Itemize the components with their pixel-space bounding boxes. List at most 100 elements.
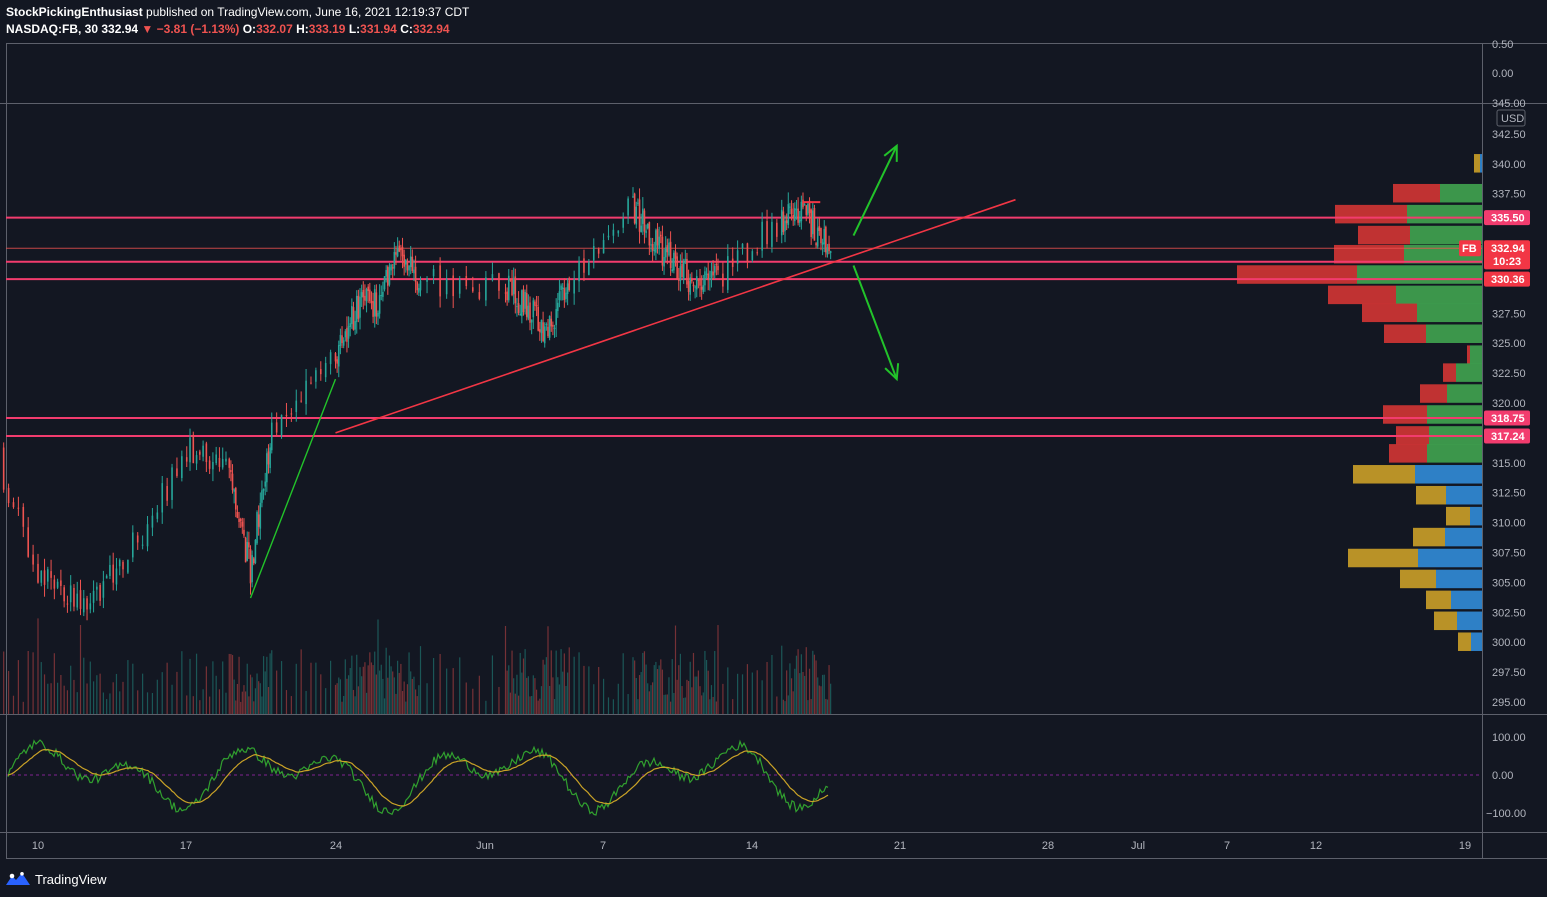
candle-body [687, 281, 690, 292]
candle-body [267, 451, 270, 465]
candle-body [766, 221, 768, 245]
level-price-label[interactable] [1484, 428, 1530, 444]
level-price-label[interactable] [1484, 271, 1530, 287]
volume-bar [382, 678, 384, 714]
candle-body [256, 512, 258, 544]
candle-body [257, 514, 260, 527]
candle-body [339, 334, 342, 347]
candle-body [300, 400, 302, 402]
symbol-label[interactable]: NASDAQ:FB, 30 [6, 22, 99, 36]
candle-body [666, 245, 669, 253]
candle-body [212, 462, 214, 470]
candle-body [395, 252, 397, 255]
volume-bar [12, 695, 15, 714]
volume-profile-down-bar [1335, 204, 1407, 224]
currency-unit-box[interactable] [1496, 109, 1526, 127]
volume-bar [668, 677, 670, 714]
candle-body [645, 230, 647, 234]
volume-bar [411, 678, 413, 714]
candle-body [439, 265, 441, 297]
volume-profile-up-bar [1451, 590, 1482, 610]
volume-bar [701, 695, 703, 714]
volume-bar [498, 686, 500, 714]
author-name[interactable]: StockPickingEnthusiast [6, 5, 143, 19]
volume-bar [800, 654, 802, 714]
candle-body [656, 229, 659, 246]
time-tick-label: 10 [32, 840, 44, 852]
last-price-label[interactable] [1484, 240, 1530, 270]
volume-bar [527, 676, 529, 714]
volume-bar [660, 659, 662, 714]
arrow-down-line[interactable] [852, 265, 898, 380]
trend-line[interactable] [335, 198, 1016, 434]
volume-bar [761, 680, 763, 714]
volume-bar [810, 699, 812, 714]
symbol-price-tag[interactable] [1459, 240, 1481, 257]
volume-bar [347, 675, 350, 714]
last-price-value: 332.94 [1491, 243, 1526, 255]
volume-bar [259, 683, 261, 714]
volume-profile-up-bar [1440, 183, 1482, 203]
candle-body [388, 267, 391, 285]
tradingview-logo[interactable]: TradingView [6, 870, 107, 888]
volume-bar [511, 650, 513, 714]
volume-bar [231, 655, 234, 714]
volume-bar [414, 689, 417, 714]
chart-frame [0, 43, 1547, 859]
arrow-down-head[interactable] [884, 363, 900, 382]
high-label: H: [296, 22, 309, 36]
volume-bar [83, 657, 85, 714]
publish-info: published on TradingView.com, June 16, 2… [146, 5, 470, 19]
candle-body [231, 473, 234, 491]
candle-body [383, 276, 386, 290]
volume-bar [181, 651, 183, 714]
volume-bar [195, 653, 198, 714]
volume-bar [691, 687, 693, 714]
arrow-up-head[interactable] [883, 143, 898, 162]
volume-bar [119, 691, 121, 714]
volume-bar [364, 662, 366, 714]
volume-profile-down-bar [1334, 244, 1404, 264]
volume-bar [202, 689, 204, 714]
horizontal-levels[interactable] [6, 216, 1482, 438]
volume-profile-down-bar [1443, 363, 1456, 382]
volume-profile-down-bar [1389, 444, 1427, 463]
level-price-label[interactable] [1484, 210, 1530, 226]
volume-bar [57, 682, 59, 714]
candle-body [568, 280, 571, 291]
volume-bar [186, 695, 188, 714]
volume-bar [400, 663, 402, 714]
volume-bar [702, 692, 704, 714]
time-tick-label: 14 [746, 840, 758, 852]
volume-bar [43, 674, 46, 714]
volume-bar [717, 625, 719, 714]
volume-profile-up-bar [1470, 506, 1482, 526]
currency-unit-label[interactable]: USD [1501, 113, 1524, 125]
volume-bar [539, 698, 541, 714]
candle-body [17, 507, 20, 509]
volume-profile-down-bar [1420, 384, 1447, 403]
candle-body [663, 257, 665, 267]
candle-body [404, 259, 407, 265]
arrow-up-line[interactable] [852, 145, 898, 237]
candle-body [400, 248, 402, 251]
impulse-line[interactable] [249, 378, 337, 599]
candle-body [638, 199, 641, 232]
candle-body [534, 301, 536, 306]
volume-bar [439, 653, 441, 714]
volume-bar [792, 691, 794, 714]
volume-bar [246, 663, 248, 714]
candle-body [820, 227, 822, 244]
candle-body [782, 211, 785, 233]
volume-bar [517, 695, 520, 714]
top-pane-tick-label: 0.00 [1492, 68, 1513, 80]
volume-bar [405, 701, 407, 714]
candle-body [79, 590, 82, 609]
volume-bar [325, 688, 327, 714]
drawings[interactable] [249, 143, 1016, 599]
candle-body [573, 279, 575, 294]
candle-body [812, 210, 814, 235]
volume-bar [387, 677, 389, 714]
level-price-label[interactable] [1484, 410, 1530, 426]
